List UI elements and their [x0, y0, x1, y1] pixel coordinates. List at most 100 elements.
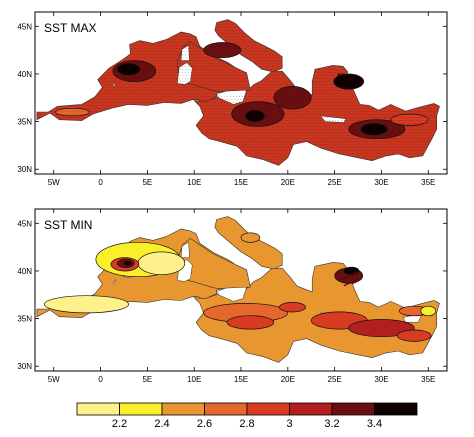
island-land [320, 115, 347, 123]
archipelago-mark [348, 77, 351, 80]
lon-tick-label: 30E [374, 375, 388, 384]
archipelago-mark [351, 280, 354, 283]
lat-tick-label: 45N [17, 219, 32, 228]
archipelago-mark [342, 80, 345, 83]
archipelago-mark [343, 87, 346, 90]
archipelago-mark [355, 81, 358, 84]
sst-contours-min [44, 232, 437, 342]
archipelago-mark [345, 283, 348, 286]
lon-tick-label: 5W [48, 375, 60, 384]
lon-tick-label: 0 [98, 375, 103, 384]
lat-tick-label: 30N [17, 165, 32, 174]
archipelago-mark [345, 86, 348, 89]
archipelago-mark [355, 278, 358, 281]
archipelago-mark [349, 84, 352, 87]
colorbar-swatch [246, 402, 290, 416]
panel-title-min: SST MIN [44, 218, 92, 232]
archipelago-mark [346, 275, 349, 278]
colorbar-swatch [76, 402, 120, 416]
archipelago-mark [352, 75, 355, 78]
archipelago-mark [338, 279, 341, 282]
archipelago-mark [337, 73, 340, 76]
archipelago-mark [353, 281, 356, 284]
sst-contour-zone [117, 63, 141, 76]
lon-tick-label: 5E [142, 375, 152, 384]
lon-tick-label: 25E [328, 375, 342, 384]
archipelago-mark [349, 281, 352, 284]
colorbar-swatch [374, 402, 418, 416]
colorbar-swatch [204, 402, 248, 416]
lat-tick-label: 45N [17, 22, 32, 31]
colorbar-swatch [289, 402, 333, 416]
colorbar-swatch [331, 402, 375, 416]
colorbar: 2.2 2.4 2.6 2.8 3 3.2 3.4 [76, 402, 418, 430]
archipelago-mark [344, 79, 347, 82]
sst-contours-max [55, 42, 429, 140]
colorbar-label: 3 [286, 418, 292, 430]
sst-contour-zone [420, 305, 437, 317]
lat-tick-label: 40N [17, 70, 32, 79]
lon-tick-label: 15E [234, 178, 248, 187]
lon-tick-label: 35E [421, 178, 435, 187]
colorbar-label: 2.4 [154, 418, 169, 430]
island-land [180, 241, 190, 258]
axis-ticks-min: 5W 0 5E 10E 15E 20E 25E 30E 35E 30N 35N 40N 45N [17, 209, 447, 384]
lon-tick-label: 10E [187, 178, 201, 187]
archipelago-mark [354, 271, 357, 274]
archipelago-mark [341, 73, 344, 76]
archipelago-mark [354, 76, 357, 79]
sst-contour-zone [343, 266, 360, 276]
lat-tick-label: 35N [17, 315, 32, 324]
sst-contour-zone [273, 86, 312, 110]
map-panel-min: 5W 0 5E 10E 15E 20E 25E 30E 35E 30N 35N 40N 45N SST … [17, 208, 448, 384]
colorbar-swatch [161, 402, 205, 416]
island-land [217, 286, 247, 302]
colorbar-label: 2.2 [112, 418, 127, 430]
archipelago-mark [355, 83, 358, 86]
lon-tick-label: 0 [98, 178, 103, 187]
lon-tick-label: 15E [234, 375, 248, 384]
colorbar-label: 3.2 [324, 418, 339, 430]
island-land [217, 89, 247, 105]
sst-contour-zone [55, 107, 90, 117]
archipelago-mark [341, 270, 344, 273]
archipelago-mark [355, 280, 358, 283]
sst-contour-zone [390, 113, 429, 126]
panel-title-max: SST MAX [44, 21, 96, 35]
island-land [180, 44, 190, 61]
archipelago-mark [348, 274, 351, 277]
sea-basin [214, 216, 283, 270]
lon-tick-label: 30E [374, 178, 388, 187]
archipelago-mark [346, 78, 349, 81]
colorbar-label: 2.6 [197, 418, 212, 430]
lon-tick-label: 20E [281, 178, 295, 187]
sea-basin [176, 41, 251, 93]
archipelago-mark [347, 282, 350, 285]
archipelago-mark [340, 81, 343, 84]
lon-tick-label: 25E [328, 178, 342, 187]
sst-contour-zone [279, 302, 306, 313]
axis-ticks-max: 5W 0 5E 10E 15E 20E 25E 30E 35E 30N 35N 40N 45N [17, 12, 447, 187]
sst-contour-zone [240, 232, 261, 243]
sst-contour-zone [396, 329, 432, 342]
archipelago-mark [342, 277, 345, 280]
archipelago-mark [344, 276, 347, 279]
archipelago-mark [350, 78, 353, 81]
archipelago-mark [352, 77, 355, 80]
colorbar-label: 3.4 [367, 418, 382, 430]
sst-contour-zone [245, 109, 265, 122]
sst-contour-zone [203, 42, 242, 59]
sst-contour-zone [123, 260, 132, 266]
sst-contour-zone [44, 295, 129, 314]
colorbar-swatch [119, 402, 163, 416]
archipelago-mark [351, 85, 354, 88]
lon-tick-label: 5W [48, 178, 60, 187]
archipelago-mark [339, 74, 342, 77]
island-land [112, 81, 116, 87]
archipelago-mark [350, 76, 353, 79]
archipelago-mark [347, 85, 350, 88]
archipelago-mark [350, 273, 353, 276]
archipelago-mark [354, 74, 357, 77]
archipelago-mark [340, 278, 343, 281]
